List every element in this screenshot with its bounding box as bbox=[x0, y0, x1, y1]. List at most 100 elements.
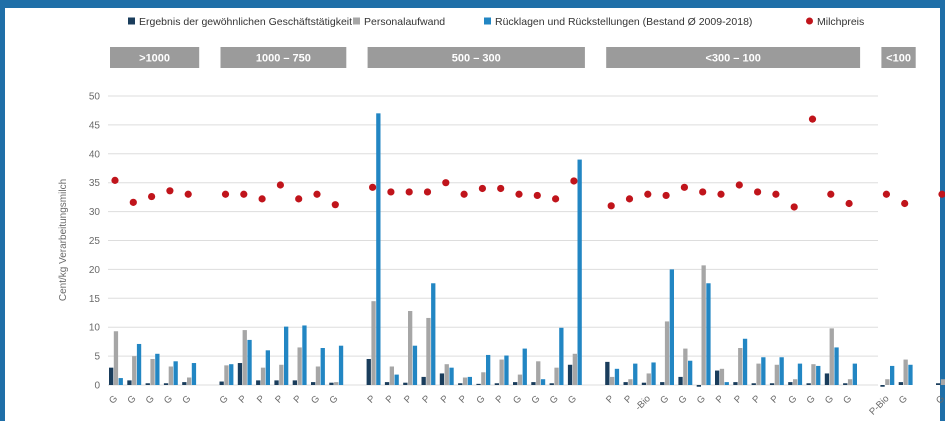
ruecklagen-bar bbox=[320, 348, 325, 385]
personal-bar bbox=[756, 363, 761, 385]
ergebnis-bar bbox=[329, 382, 334, 385]
milchpreis-point bbox=[717, 190, 725, 198]
ruecklagen-legend-label: Rücklagen und Rückstellungen (Bestand Ø … bbox=[495, 16, 752, 28]
group-header-label: <100 bbox=[886, 53, 911, 65]
x-category-label: G bbox=[309, 393, 322, 406]
x-category-label: G bbox=[897, 393, 910, 406]
ruecklagen-bar bbox=[449, 367, 454, 385]
milchpreis-point bbox=[882, 190, 891, 198]
x-category-label: P bbox=[750, 393, 762, 405]
ergebnis-bar bbox=[127, 380, 132, 385]
ruecklagen-bar bbox=[577, 159, 582, 385]
ruecklagen-bar bbox=[338, 345, 344, 385]
group-header-label: <300 – 100 bbox=[705, 53, 760, 65]
ergebnis-bar bbox=[531, 382, 536, 385]
x-category-label: P bbox=[384, 393, 396, 405]
x-category-label: G bbox=[786, 393, 799, 406]
x-category-label: G bbox=[823, 393, 836, 406]
personal-bar bbox=[554, 367, 559, 385]
ergebnis-bar bbox=[458, 383, 463, 385]
ruecklagen-bar bbox=[376, 113, 381, 385]
milchpreis-point bbox=[148, 192, 156, 201]
group-header bbox=[367, 47, 585, 68]
ruecklagen-bar bbox=[155, 353, 160, 385]
milchpreis-point bbox=[699, 188, 707, 196]
ergebnis-bar bbox=[880, 385, 885, 387]
milchpreis-point bbox=[552, 195, 560, 203]
gridlines bbox=[108, 95, 878, 386]
ruecklagen-bar bbox=[559, 327, 564, 385]
ergebnis-bar bbox=[403, 382, 408, 385]
y-tick-label: 5 bbox=[94, 352, 100, 363]
x-category-label: G bbox=[125, 393, 138, 406]
ergebnis-bar bbox=[678, 376, 683, 385]
ergebnis-bar bbox=[311, 382, 316, 385]
milchpreis-point bbox=[901, 199, 909, 208]
ergebnis-bar bbox=[788, 382, 793, 385]
x-category-label: G bbox=[529, 393, 542, 406]
milchpreis-point bbox=[240, 190, 248, 198]
ergebnis-bar bbox=[660, 382, 665, 385]
y-tick-label: 45 bbox=[89, 120, 101, 131]
ergebnis-bar bbox=[366, 358, 371, 385]
personal-bar bbox=[517, 374, 523, 385]
ergebnis-bar bbox=[769, 383, 775, 385]
x-category-label: P bbox=[402, 393, 414, 405]
personal-bar bbox=[793, 379, 798, 385]
group-header-label: 1000 – 750 bbox=[256, 53, 311, 65]
x-category-label: P bbox=[420, 393, 432, 405]
personal-bar bbox=[847, 379, 853, 385]
y-tick-label: 40 bbox=[89, 149, 101, 160]
x-category-label: P bbox=[494, 393, 506, 405]
ruecklagen-bar bbox=[265, 350, 270, 385]
ergebnis-bar bbox=[237, 363, 243, 385]
ergebnis-bar bbox=[513, 382, 518, 385]
x-category-label: P bbox=[622, 393, 634, 405]
ruecklagen-bar bbox=[412, 345, 418, 385]
ergebnis-bar bbox=[806, 383, 811, 385]
ruecklagen-bar bbox=[669, 269, 674, 385]
chart-legend: Ergebnis der gewöhnlichen Geschäftstätig… bbox=[128, 16, 864, 28]
ergebnis-bar bbox=[936, 383, 941, 385]
milchpreis-point bbox=[607, 202, 615, 210]
x-category-label: G bbox=[841, 393, 854, 406]
ergebnis-bar bbox=[567, 364, 573, 385]
ruecklagen-bar bbox=[136, 343, 142, 385]
milchpreis-point bbox=[387, 188, 395, 196]
ruecklagen-bar bbox=[191, 363, 197, 385]
ergebnis-bar bbox=[696, 385, 701, 387]
personal-bar bbox=[371, 301, 376, 385]
personal-bar bbox=[829, 328, 834, 385]
personal-bar bbox=[462, 377, 468, 385]
personal-bar bbox=[408, 311, 413, 385]
ruecklagen-bar bbox=[614, 368, 620, 385]
x-category-label: -Bio bbox=[633, 393, 653, 413]
personal-bar bbox=[903, 359, 908, 385]
left-frame-border bbox=[0, 0, 5, 421]
y-tick-label: 25 bbox=[89, 236, 101, 247]
personal-bar bbox=[940, 379, 945, 385]
personal-bar bbox=[334, 382, 339, 385]
personal-bar bbox=[260, 367, 266, 385]
x-category-label: P bbox=[237, 393, 249, 405]
ruecklagen-bar bbox=[394, 374, 399, 385]
ergebnis-bar bbox=[109, 367, 114, 385]
milchpreis-point bbox=[442, 179, 450, 187]
personal-bar bbox=[444, 364, 449, 385]
personal-bar bbox=[297, 347, 302, 385]
personal-bar bbox=[774, 364, 779, 385]
milchpreis-point bbox=[166, 187, 174, 195]
ergebnis-bar bbox=[641, 382, 647, 385]
milchpreis-point bbox=[790, 203, 798, 211]
ruecklagen-legend-marker bbox=[484, 17, 491, 25]
milchpreis-point bbox=[184, 190, 192, 198]
milchpreis-point bbox=[625, 195, 634, 203]
ruecklagen-bar bbox=[173, 361, 178, 385]
ruecklagen-bar bbox=[467, 376, 472, 385]
ergebnis-bar bbox=[623, 382, 628, 385]
x-axis-labels: G G G G G G P P P P G G P P P P P P G P G G G G P P-Bio G G G P P P P G G G… bbox=[107, 393, 945, 417]
personal-bar bbox=[168, 366, 173, 385]
milchpreis-points bbox=[111, 115, 945, 211]
ergebnis-bar bbox=[421, 376, 426, 385]
ruecklagen-bar bbox=[908, 364, 913, 385]
